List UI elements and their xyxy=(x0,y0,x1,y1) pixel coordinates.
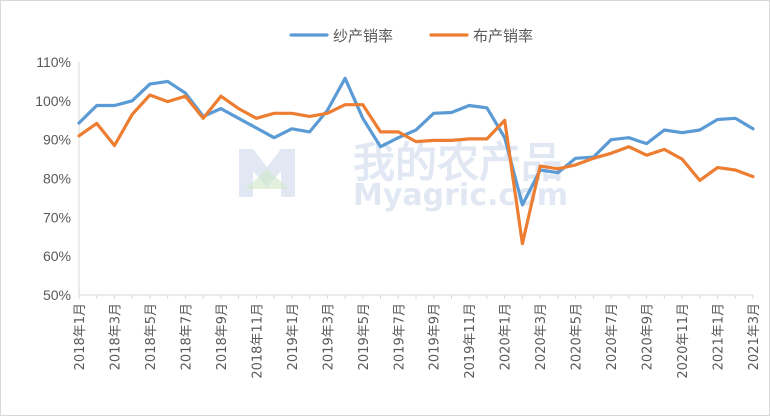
x-tick-label: 2019年5月 xyxy=(357,303,372,370)
x-tick-label: 2020年5月 xyxy=(570,303,585,370)
x-tick-label: 2020年9月 xyxy=(641,303,656,370)
x-tick-label: 2019年1月 xyxy=(286,303,301,370)
x-tick-label: 2018年7月 xyxy=(179,303,194,370)
x-tick-label: 2020年7月 xyxy=(605,303,620,370)
y-tick-label: 60% xyxy=(43,248,71,264)
x-tick-label: 2021年1月 xyxy=(712,303,727,370)
series-line-2 xyxy=(77,93,755,246)
x-tick-label: 2019年11月 xyxy=(463,303,478,379)
y-tick-label: 90% xyxy=(43,132,71,148)
y-tick-label: 100% xyxy=(35,93,71,109)
watermark-cn: 我的农产品 xyxy=(353,138,563,187)
x-tick-label: 2018年11月 xyxy=(250,303,265,379)
x-tick-label: 2019年7月 xyxy=(392,303,407,370)
x-tick-labels: 2018年1月 2018年3月 2018年5月 2018年7月 2018年9月 2018年… xyxy=(73,295,762,379)
legend-label-2: 布产销率 xyxy=(473,27,533,45)
series-line-1 xyxy=(77,76,755,207)
y-tick-label: 70% xyxy=(43,209,71,225)
x-tick-label: 2018年9月 xyxy=(215,303,230,370)
series-lines xyxy=(77,76,755,246)
x-tick-label: 2019年3月 xyxy=(321,303,336,370)
watermark-logo-icon xyxy=(239,149,295,197)
y-tick-labels: 50% 60% 70% 80% 90% 100% 110% xyxy=(35,54,71,303)
x-tick-label: 2020年1月 xyxy=(499,303,514,370)
x-tick-label: 2021年3月 xyxy=(747,303,762,370)
x-tick-label: 2020年11月 xyxy=(676,303,691,379)
x-tick-label: 2018年5月 xyxy=(144,303,159,370)
y-tick-label: 110% xyxy=(36,54,71,70)
watermark: 我的农产品 Myagric.com xyxy=(239,138,568,213)
y-tick-label: 80% xyxy=(43,171,71,187)
x-tick-label: 2019年9月 xyxy=(428,303,443,370)
x-tick-label: 2018年3月 xyxy=(108,303,123,370)
x-tick-label: 2018年1月 xyxy=(73,303,88,370)
y-tick-label: 50% xyxy=(43,287,71,303)
legend: 纱产销率 布产销率 xyxy=(289,27,533,45)
x-tick-label: 2020年3月 xyxy=(534,303,549,370)
legend-label-1: 纱产销率 xyxy=(333,27,393,45)
